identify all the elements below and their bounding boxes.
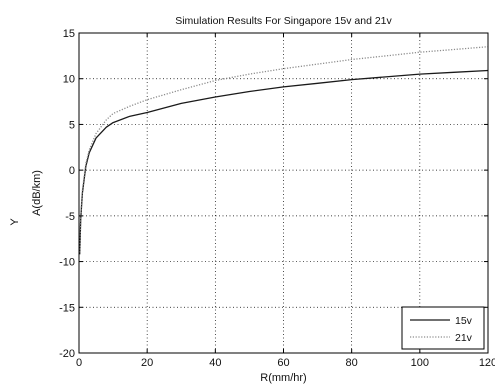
plot-area	[79, 33, 488, 353]
series-line-21v	[79, 46, 489, 253]
x-axis-label: R(mm/hr)	[260, 372, 306, 384]
x-tick-label: 80	[346, 357, 358, 369]
y-tick-label: -5	[65, 211, 75, 223]
legend-label: 21v	[455, 332, 473, 344]
x-tick-label: 20	[141, 357, 153, 369]
legend-box	[401, 306, 485, 350]
y-tick-label: -15	[59, 302, 75, 314]
y-tick-label: 5	[69, 119, 75, 131]
y-tick-label: 15	[63, 28, 75, 40]
y-tick-label: 0	[69, 165, 75, 177]
y-axis-label: A(dB/km)	[31, 170, 43, 216]
y-tick-label: 10	[63, 74, 75, 86]
ticks: 0 20 40 60 80 100 120 -20 -15 -10 -5 0 5 10 15	[59, 28, 495, 369]
x-tick-label: 100	[411, 357, 429, 369]
legend-label: 15v	[455, 315, 473, 327]
chart-title: Simulation Results For Singapore 15v and…	[175, 15, 392, 27]
y-axis-side-label: Y	[9, 218, 21, 226]
x-tick-label: 40	[209, 357, 221, 369]
x-tick-label: 60	[277, 357, 289, 369]
series-line-15v	[79, 69, 489, 255]
x-tick-label: 120	[479, 357, 495, 369]
y-tick-label: -10	[59, 257, 75, 269]
x-tick-label: 0	[76, 357, 82, 369]
series-layer	[79, 46, 489, 255]
y-tick-label: -20	[59, 348, 75, 360]
